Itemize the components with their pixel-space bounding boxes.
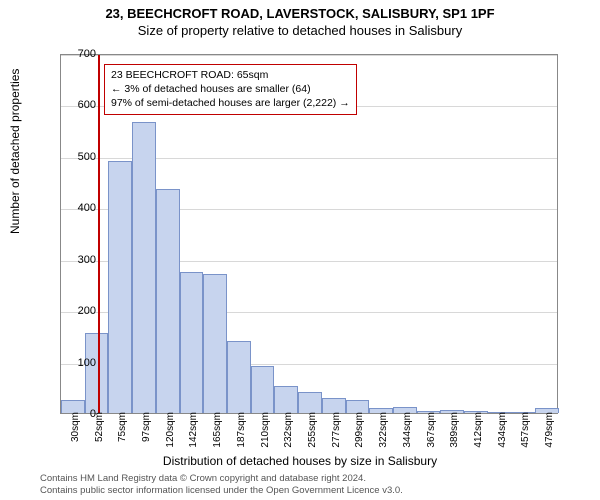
y-tick-label: 400	[56, 202, 96, 214]
histogram-bar	[180, 272, 204, 413]
histogram-bar	[227, 341, 251, 413]
histogram-bar	[274, 386, 298, 413]
y-tick-label: 600	[56, 99, 96, 111]
y-tick-label: 700	[56, 48, 96, 60]
x-tick-label: 434sqm	[497, 412, 508, 452]
x-tick-label: 97sqm	[141, 412, 152, 452]
x-tick-label: 52sqm	[94, 412, 105, 452]
x-tick-label: 344sqm	[402, 412, 413, 452]
histogram-bar	[85, 333, 109, 413]
page-title-sub: Size of property relative to detached ho…	[0, 21, 600, 38]
y-axis-label: Number of detached properties	[8, 69, 22, 234]
x-tick-label: 232sqm	[283, 412, 294, 452]
annotation-line: 97% of semi-detached houses are larger (…	[111, 96, 350, 110]
y-tick-label: 200	[56, 305, 96, 317]
footer-line: Contains HM Land Registry data © Crown c…	[40, 473, 403, 485]
footer-line: Contains public sector information licen…	[40, 485, 403, 497]
x-tick-label: 75sqm	[117, 412, 128, 452]
page-title-address: 23, BEECHCROFT ROAD, LAVERSTOCK, SALISBU…	[0, 0, 600, 21]
histogram-bar	[108, 161, 132, 413]
x-tick-label: 389sqm	[449, 412, 460, 452]
annotation-line: ← 3% of detached houses are smaller (64)	[111, 82, 350, 96]
y-tick-label: 100	[56, 357, 96, 369]
x-tick-label: 299sqm	[354, 412, 365, 452]
annotation-line: 23 BEECHCROFT ROAD: 65sqm	[111, 68, 350, 82]
histogram-bar	[203, 274, 227, 413]
histogram-bar	[298, 392, 322, 413]
histogram-bar	[156, 189, 180, 413]
x-tick-label: 120sqm	[165, 412, 176, 452]
x-tick-label: 322sqm	[378, 412, 389, 452]
annotation-box: 23 BEECHCROFT ROAD: 65sqm ← 3% of detach…	[104, 64, 357, 115]
x-tick-label: 187sqm	[236, 412, 247, 452]
histogram-bar	[322, 398, 346, 413]
property-marker-line	[98, 55, 100, 413]
footer-attribution: Contains HM Land Registry data © Crown c…	[40, 473, 403, 497]
x-tick-label: 479sqm	[544, 412, 555, 452]
histogram-bar	[251, 366, 275, 413]
x-tick-label: 210sqm	[260, 412, 271, 452]
x-tick-label: 30sqm	[70, 412, 81, 452]
x-axis-label: Distribution of detached houses by size …	[0, 454, 600, 468]
x-tick-label: 255sqm	[307, 412, 318, 452]
y-tick-label: 500	[56, 151, 96, 163]
y-tick-label: 300	[56, 254, 96, 266]
x-tick-label: 412sqm	[473, 412, 484, 452]
x-tick-label: 165sqm	[212, 412, 223, 452]
x-tick-label: 457sqm	[520, 412, 531, 452]
x-tick-label: 277sqm	[331, 412, 342, 452]
x-tick-label: 142sqm	[188, 412, 199, 452]
x-tick-label: 367sqm	[426, 412, 437, 452]
histogram-bar	[132, 122, 156, 413]
